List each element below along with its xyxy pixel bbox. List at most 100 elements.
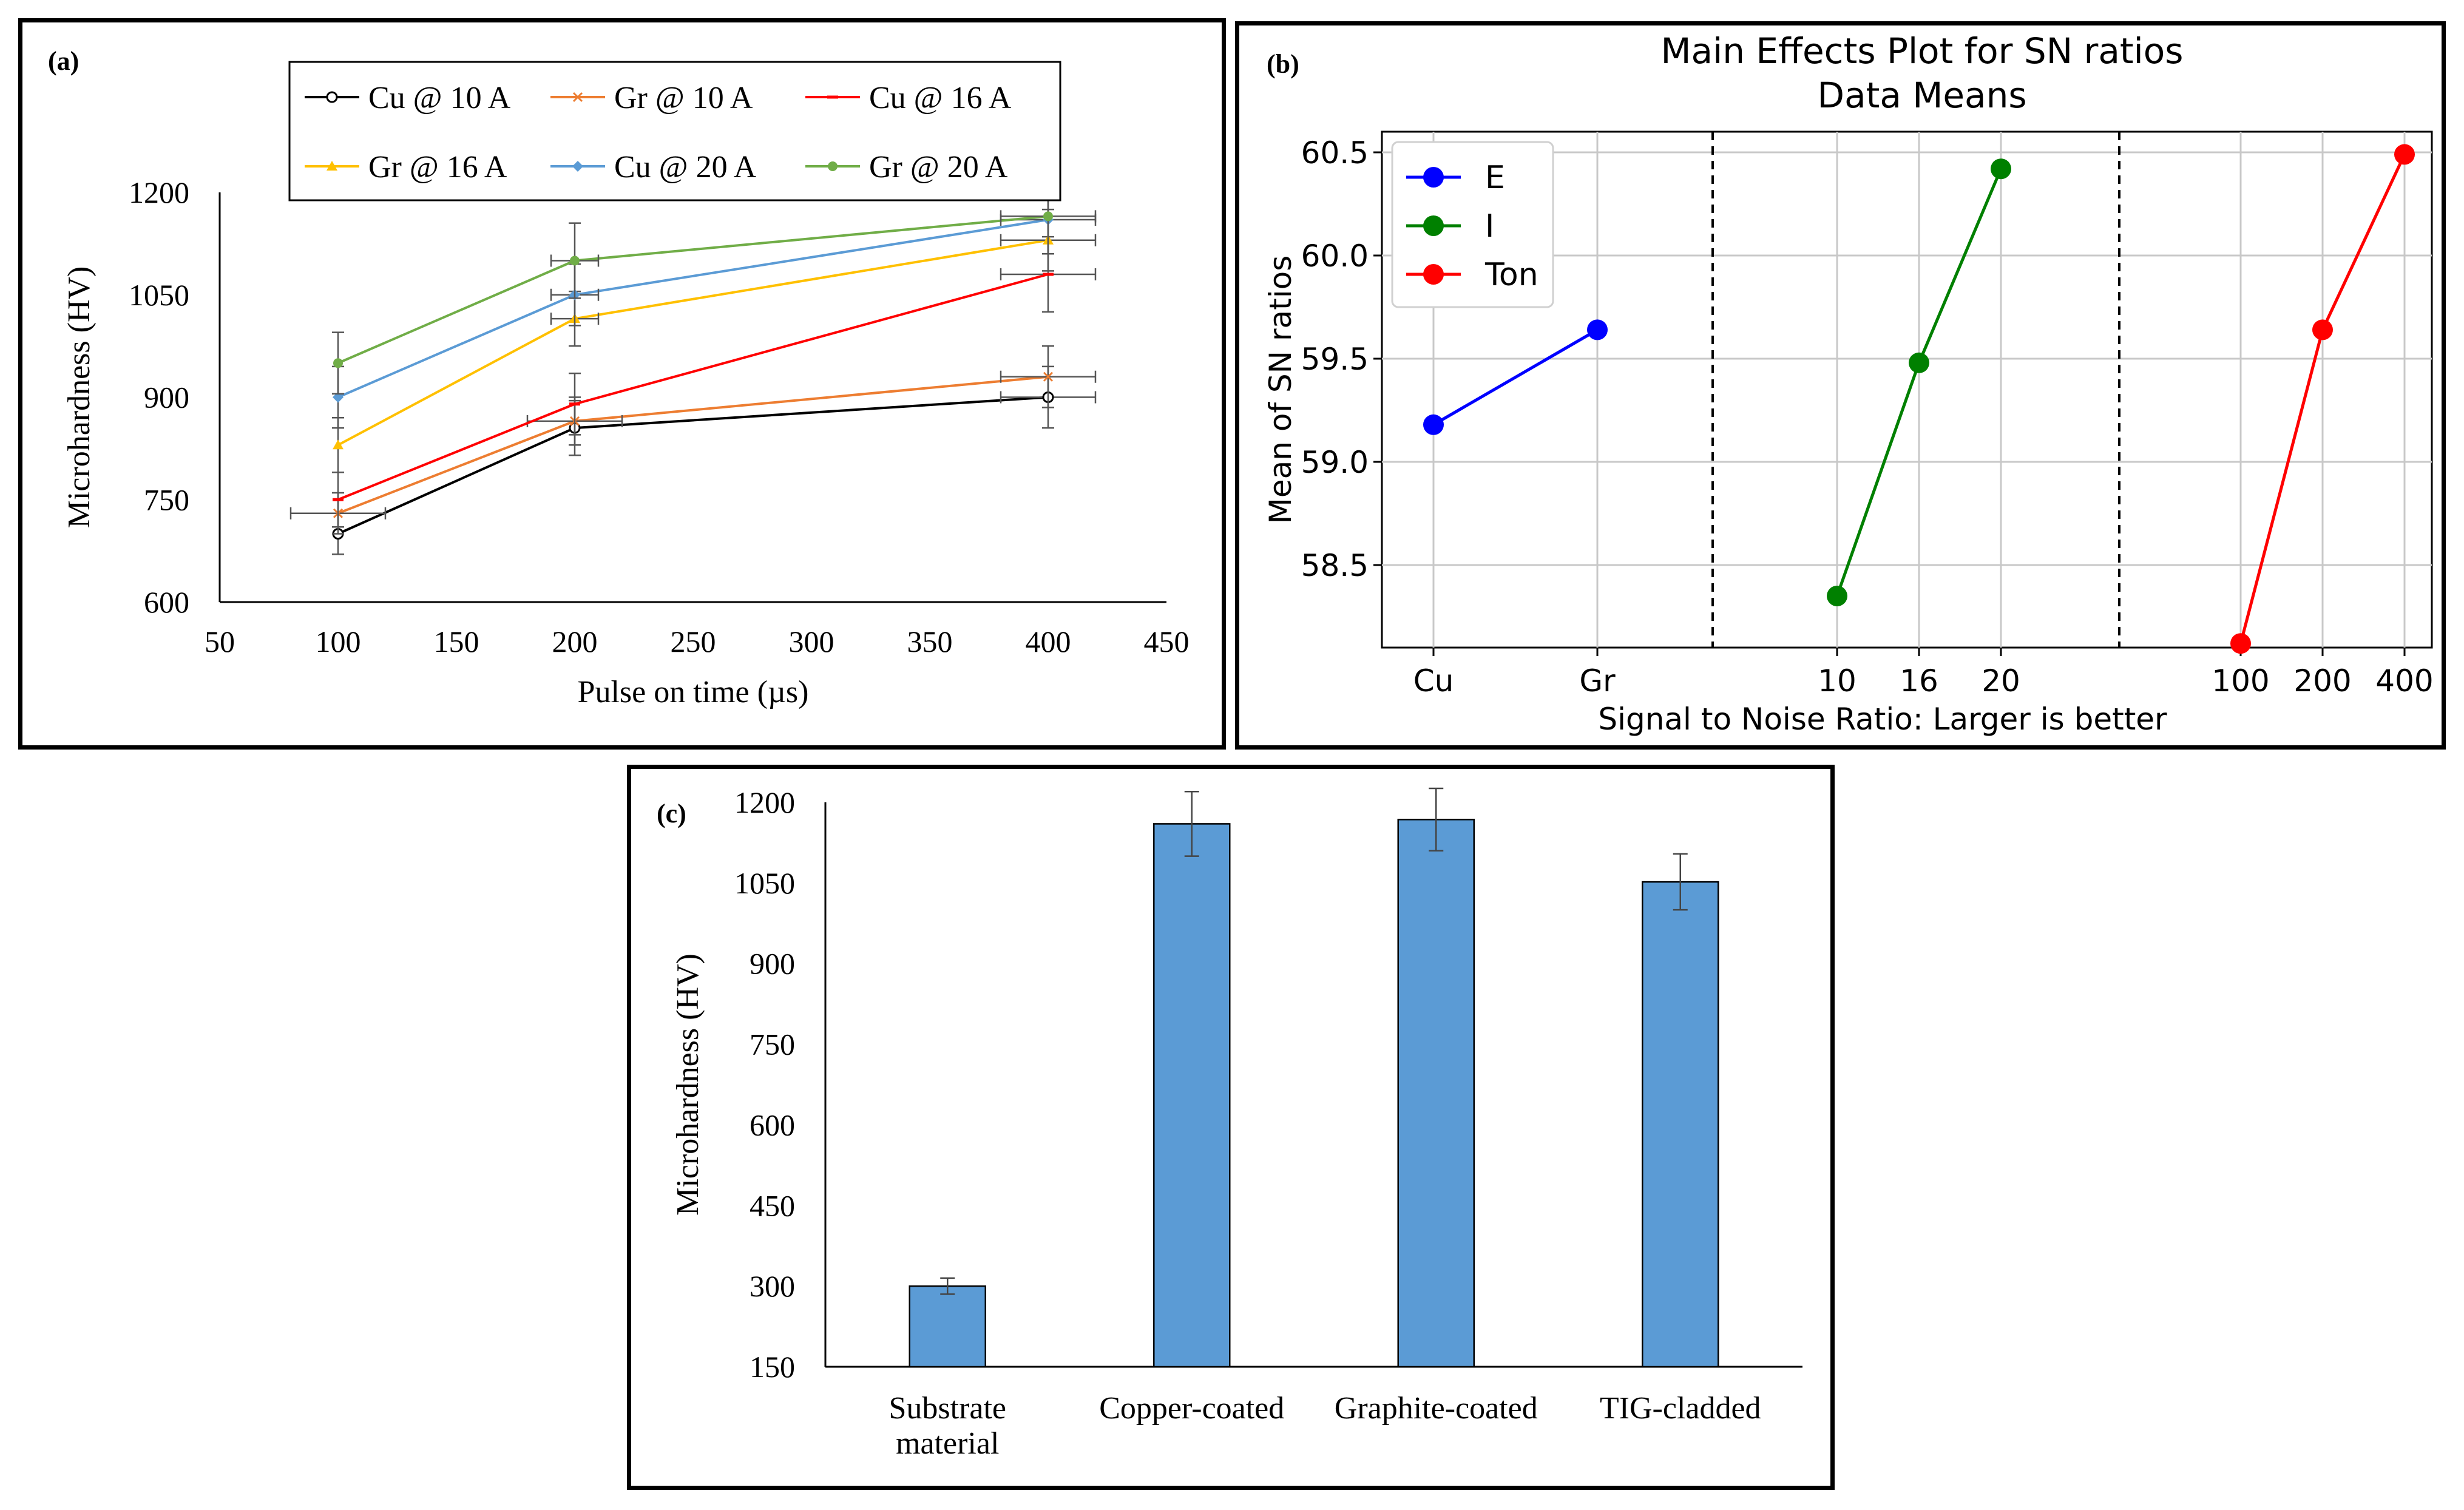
data-point — [1043, 371, 1054, 382]
data-point — [2230, 633, 2251, 654]
y-tick-label: 450 — [750, 1188, 795, 1222]
series-line — [1432, 328, 1599, 426]
y-tick-label: 60.5 — [1301, 135, 1369, 171]
legend-marker — [327, 161, 337, 171]
x-tick-label: Cu — [1413, 663, 1454, 699]
series-3 — [332, 208, 1097, 473]
x-axis-title: Pulse on time (µs) — [578, 675, 809, 709]
y-tick-label: 1050 — [734, 866, 795, 900]
x-tick-label: 450 — [1144, 625, 1190, 659]
series-line — [337, 396, 1049, 535]
legend-marker — [572, 92, 583, 103]
x-tick-label: Graphite-coated — [1335, 1391, 1538, 1426]
x-tick-label: Copper-coated — [1099, 1391, 1284, 1426]
legend-item: Gr @ 16 A — [305, 150, 507, 185]
series-1 — [289, 345, 1097, 535]
data-point — [1587, 319, 1608, 340]
error-bar — [1184, 791, 1199, 857]
y-tick-label: 750 — [750, 1028, 795, 1061]
legend-label: I — [1485, 208, 1494, 245]
legend-label: Gr @ 16 A — [368, 150, 507, 185]
x-tick-label: 50 — [205, 625, 235, 659]
x-tick-label: 200 — [2293, 663, 2351, 699]
y-tick-label: 60.0 — [1301, 239, 1369, 274]
data-point — [1909, 352, 1929, 373]
x-tick-label: 16 — [1900, 663, 1938, 699]
legend-label: Gr @ 20 A — [869, 150, 1008, 185]
x-tick-label: 350 — [907, 625, 953, 659]
chart-subtitle: Data Means — [1817, 75, 2026, 116]
legend: EI Ton — [1391, 141, 1554, 308]
y-tick-label: 900 — [750, 947, 795, 981]
x-tick-label: Substrate — [888, 1391, 1006, 1426]
x-tick-label: Gr — [1579, 663, 1616, 699]
bar — [1397, 819, 1475, 1368]
data-point — [2312, 319, 2333, 340]
panel-c: (c) 150 300 450 600 750 900 1050 1200 Microhardne… — [627, 765, 1835, 1490]
error-bar — [1429, 787, 1444, 851]
legend-item: Gr @ 10 A — [550, 81, 753, 115]
bar — [909, 1285, 986, 1368]
legend-item: Cu @ 16 A — [805, 81, 1012, 115]
plot-frame — [1381, 130, 2433, 649]
error-bar — [940, 1277, 955, 1295]
panel-b: (b) Main Effects Plot for SN ratios Data M… — [1235, 21, 2446, 750]
panel-label: (a) — [48, 46, 79, 76]
legend-marker — [326, 91, 338, 103]
panel-label: (c) — [657, 799, 686, 828]
legend-item: Cu @ 20 A — [550, 150, 757, 185]
x-tick-label: 300 — [789, 625, 834, 659]
legend-marker — [828, 161, 838, 171]
series-line — [337, 215, 1049, 365]
chart-title: Main Effects Plot for SN ratios — [1661, 30, 2184, 72]
y-tick-label: 1050 — [129, 278, 189, 312]
data-point — [1043, 211, 1053, 222]
legend-label: Cu @ 10 A — [368, 81, 511, 115]
x-tick-label: 20 — [1982, 663, 2020, 699]
y-axis-title: Microhardness (HV) — [62, 266, 96, 529]
legend: Cu @ 10 A Gr @ 10 A Cu @ 16 A Gr @ 16 A Cu @… — [288, 61, 1061, 201]
legend-box — [288, 61, 1061, 201]
y-tick-label: 750 — [144, 482, 189, 516]
x-tick-label: 150 — [434, 625, 479, 659]
y-tick-label: 900 — [144, 381, 189, 415]
panel-label: (b) — [1267, 49, 1299, 79]
y-tick-label: 150 — [750, 1350, 795, 1384]
legend-item: Gr @ 20 A — [805, 150, 1008, 185]
series-5 — [332, 178, 1097, 395]
data-point — [2394, 144, 2415, 165]
series-1 — [1827, 158, 2011, 606]
legend-item: I — [1406, 208, 1494, 245]
bar-group — [1397, 787, 1475, 1368]
data-point — [1423, 414, 1444, 435]
legend-label: Ton — [1484, 257, 1538, 293]
data-point — [1991, 158, 2011, 180]
y-axis-title: Microhardness (HV) — [671, 953, 705, 1216]
y-tick-label: 59.5 — [1301, 342, 1369, 377]
x-tick-label: 200 — [552, 625, 598, 659]
data-point — [1827, 586, 1847, 606]
legend-item: E — [1406, 160, 1505, 196]
x-axis-title: Signal to Noise Ratio: Larger is better — [1598, 702, 2167, 737]
x-tick-label: 10 — [1818, 663, 1856, 699]
series-line — [337, 375, 1049, 515]
chart-c: (c) 150 300 450 600 750 900 1050 1200 Microhardne… — [657, 785, 1802, 1461]
y-tick-label: 58.5 — [1301, 548, 1369, 583]
y-tick-label: 59.0 — [1301, 445, 1369, 480]
series-line — [337, 239, 1049, 447]
y-tick-label: 1200 — [129, 175, 189, 209]
legend-marker — [1423, 215, 1444, 236]
legend-item: Cu @ 10 A — [305, 81, 511, 115]
bar-group — [1153, 791, 1231, 1368]
y-tick-label: 600 — [144, 585, 189, 619]
error-bar — [1673, 853, 1688, 911]
grid — [1382, 132, 2432, 648]
legend-label: E — [1485, 160, 1505, 196]
x-tick-label: 400 — [1026, 625, 1071, 659]
data-point — [333, 358, 343, 368]
legend-label: Gr @ 10 A — [614, 81, 753, 115]
legend-marker — [572, 161, 583, 172]
x-tick-label: material — [896, 1426, 999, 1461]
y-tick-label: 1200 — [734, 785, 795, 819]
legend-label: Cu @ 16 A — [869, 81, 1012, 115]
